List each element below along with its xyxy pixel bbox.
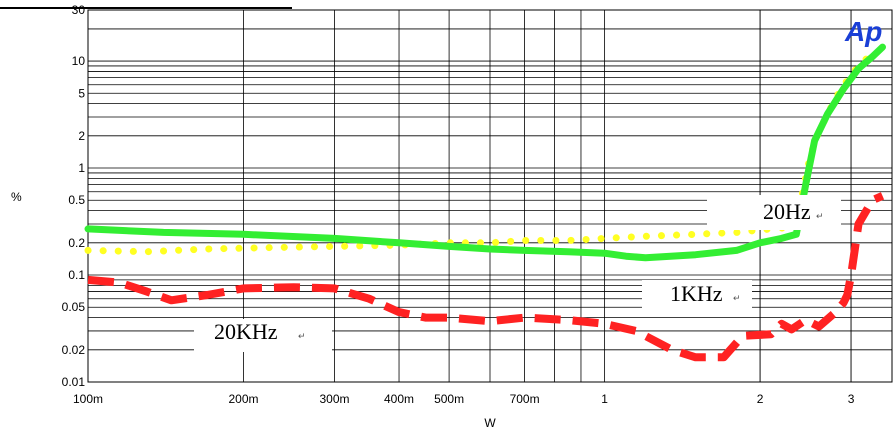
y-tick-label: 1 (78, 161, 85, 175)
y-axis-label: % (11, 190, 22, 204)
y-tick-label: 0.5 (68, 193, 85, 207)
y-tick-label: 10 (72, 54, 86, 68)
y-tick-label: 2 (78, 129, 85, 143)
y-tick-label: 0.2 (68, 236, 85, 250)
svg-text:20Hz: 20Hz (763, 199, 811, 224)
series-group (84, 43, 886, 362)
svg-text:↵: ↵ (298, 331, 306, 341)
y-tick-label: 5 (78, 86, 85, 100)
series-line-20khz (87, 192, 885, 362)
x-tick-label: 700m (510, 392, 540, 406)
annotation-box (194, 319, 332, 352)
annotation-1khz: 1KHz ↵ (642, 280, 752, 312)
x-tick-label: 400m (384, 392, 414, 406)
y-tick-label: 0.05 (62, 300, 86, 314)
svg-text:↵: ↵ (816, 211, 824, 221)
grid (88, 10, 892, 382)
svg-text:↵: ↵ (733, 293, 741, 303)
x-tick-label: 2 (757, 392, 764, 406)
x-tick-label: 3 (848, 392, 855, 406)
x-tick-label: 300m (319, 392, 349, 406)
annotation-20hz: 20Hz ↵ (707, 195, 841, 230)
x-axis-label: W (484, 416, 496, 430)
annotation-box (707, 195, 841, 230)
y-tick-labels: 0.01 0.02 0.05 0.1 0.2 0.5 1 2 5 10 30 (62, 3, 86, 389)
x-tick-labels: 100m 200m 300m 400m 500m 700m 1 2 3 (73, 392, 855, 406)
series-line-20hz (84, 49, 876, 256)
y-tick-label: 0.01 (62, 375, 86, 389)
x-tick-label: 100m (73, 392, 103, 406)
ap-logo: Ap (844, 16, 882, 47)
x-tick-label: 500m (434, 392, 464, 406)
series-line-1khz (84, 43, 886, 262)
x-tick-label: 200m (228, 392, 258, 406)
svg-text:20KHz: 20KHz (214, 319, 278, 344)
y-tick-label: 0.02 (62, 343, 86, 357)
y-tick-label: 30 (72, 3, 86, 17)
svg-text:1KHz: 1KHz (670, 281, 723, 306)
x-tick-label: 1 (601, 392, 608, 406)
annotation-box (642, 280, 752, 312)
annotation-20khz: 20KHz ↵ (194, 319, 332, 352)
y-tick-label: 0.1 (68, 268, 85, 282)
